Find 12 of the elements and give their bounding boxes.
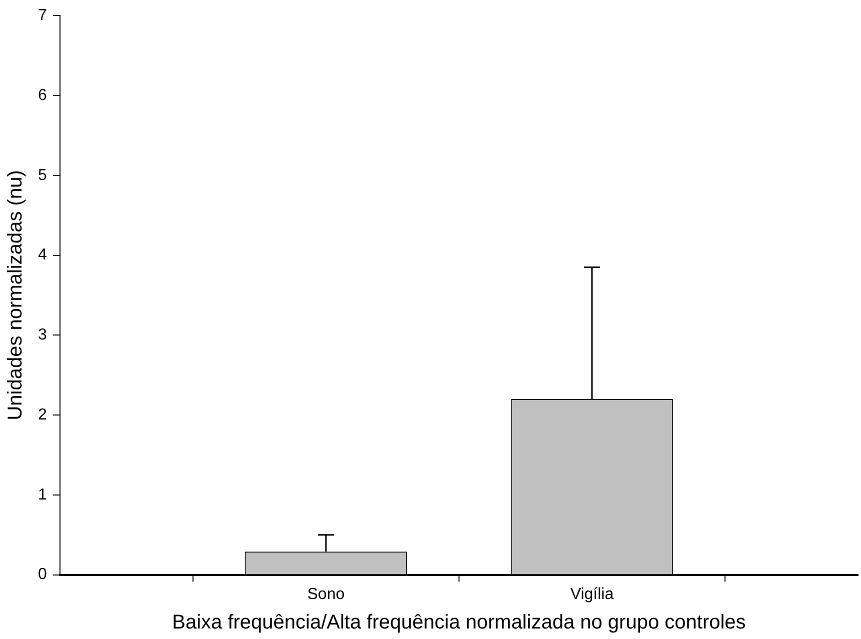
y-tick-label: 6 bbox=[38, 86, 47, 104]
x-axis-title: Baixa frequência/Alta frequência normalizada no grupo controles bbox=[172, 612, 746, 634]
x-tick-label: Sono bbox=[307, 586, 345, 603]
x-tick-label: Vigília bbox=[570, 586, 614, 603]
y-tick-label: 7 bbox=[38, 7, 47, 24]
y-tick-label: 3 bbox=[38, 326, 47, 344]
y-tick-label: 1 bbox=[38, 486, 47, 504]
y-axis-title: Unidades normalizadas (nu) bbox=[4, 170, 27, 420]
y-tick-label: 0 bbox=[38, 566, 47, 584]
y-tick-label: 2 bbox=[38, 406, 47, 424]
y-tick-label: 5 bbox=[38, 166, 47, 184]
y-tick-label: 4 bbox=[38, 246, 47, 264]
